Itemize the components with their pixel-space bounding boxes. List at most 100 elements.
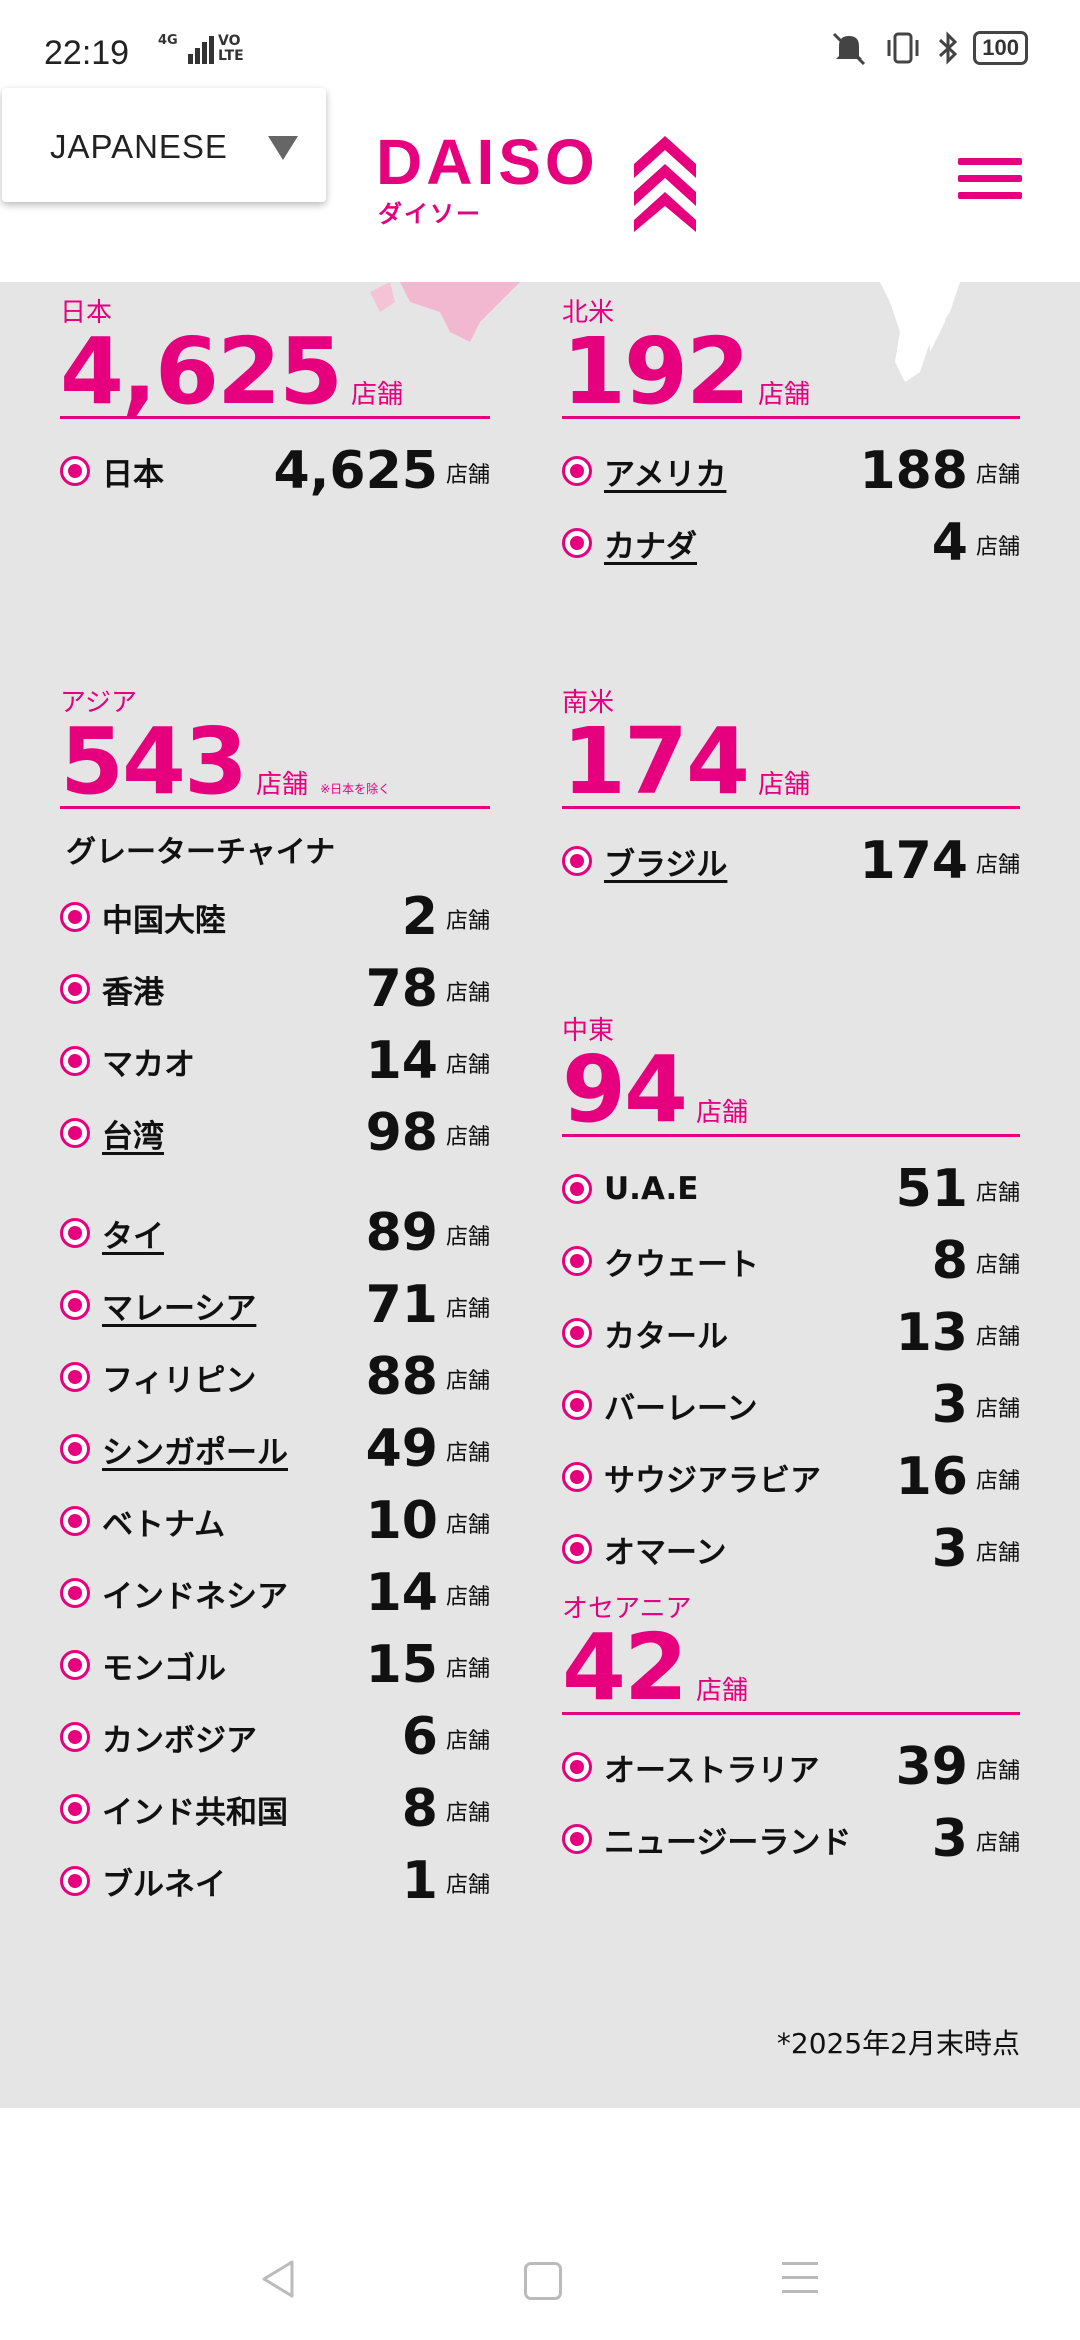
country-row[interactable]: アメリカ 188 店舗 bbox=[562, 435, 1020, 507]
store-unit: 店舗 bbox=[446, 1579, 490, 1611]
bullet-icon bbox=[60, 1434, 90, 1464]
region-block: アジア 543 店舗 ※日本を除く グレーターチャイナ 中国大陸 2 店舗 香港 78 店舗 マカオ 1… bbox=[60, 688, 490, 1917]
vibrate-icon bbox=[883, 30, 923, 66]
bullet-icon bbox=[60, 1578, 90, 1608]
region-total-unit: 店舗 bbox=[351, 374, 403, 411]
country-name: 中国大陸 bbox=[102, 895, 402, 940]
bullet-icon bbox=[562, 1534, 592, 1564]
store-count: 14 bbox=[366, 1035, 438, 1087]
bullet-icon bbox=[60, 1362, 90, 1392]
store-unit: 店舗 bbox=[976, 1825, 1020, 1857]
country-row: 日本 4,625 店舗 bbox=[60, 435, 490, 507]
signal-icon bbox=[188, 36, 216, 66]
region-total: 4,625 店舗 bbox=[60, 328, 490, 419]
region-block: 南米 174 店舗 ブラジル 174 店舗 bbox=[562, 688, 1020, 897]
store-count: 13 bbox=[896, 1307, 968, 1359]
store-unit: 店舗 bbox=[446, 1119, 490, 1151]
bullet-icon bbox=[60, 1794, 90, 1824]
country-row: サウジアラビア 16 店舗 bbox=[562, 1441, 1020, 1513]
back-icon[interactable] bbox=[258, 2258, 298, 2300]
hamburger-menu-button[interactable] bbox=[958, 158, 1022, 208]
recent-apps-bar bbox=[782, 2290, 818, 2293]
country-row[interactable]: カナダ 4 店舗 bbox=[562, 507, 1020, 579]
region-total-unit: 店舗 bbox=[696, 1670, 748, 1707]
country-row: フィリピン 88 店舗 bbox=[60, 1341, 490, 1413]
country-row: インドネシア 14 店舗 bbox=[60, 1557, 490, 1629]
country-link[interactable]: アメリカ bbox=[604, 449, 859, 494]
country-row: ニュージーランド 3 店舗 bbox=[562, 1803, 1020, 1875]
store-unit: 店舗 bbox=[976, 529, 1020, 561]
store-unit: 店舗 bbox=[446, 1291, 490, 1323]
bullet-icon bbox=[60, 902, 90, 932]
store-count: 2 bbox=[402, 891, 438, 943]
bluetooth-icon bbox=[937, 30, 959, 66]
store-count: 89 bbox=[366, 1207, 438, 1259]
store-unit: 店舗 bbox=[446, 1651, 490, 1683]
country-row: ブルネイ 1 店舗 bbox=[60, 1845, 490, 1917]
daiso-logo-kana: ダイソー bbox=[378, 194, 482, 229]
country-name: U.A.E bbox=[604, 1171, 896, 1207]
store-count: 10 bbox=[366, 1495, 438, 1547]
country-name: ニュージーランド bbox=[604, 1817, 932, 1862]
store-unit: 店舗 bbox=[446, 1867, 490, 1899]
system-nav-bar bbox=[0, 2108, 1080, 2340]
store-count: 4 bbox=[932, 517, 968, 569]
region-total-unit: 店舗 bbox=[696, 1092, 748, 1129]
store-unit: 店舗 bbox=[976, 1463, 1020, 1495]
language-select-label: JAPANESE bbox=[50, 128, 228, 166]
store-unit: 店舗 bbox=[976, 457, 1020, 489]
country-row[interactable]: マレーシア 71 店舗 bbox=[60, 1269, 490, 1341]
store-count: 78 bbox=[366, 963, 438, 1015]
region-total: 42 店舗 bbox=[562, 1624, 1020, 1715]
region-name: 北米 bbox=[562, 298, 1020, 328]
region-block: 日本 4,625 店舗 日本 4,625 店舗 bbox=[60, 298, 490, 507]
store-unit: 店舗 bbox=[446, 1219, 490, 1251]
bullet-icon bbox=[60, 456, 90, 486]
country-row[interactable]: 台湾 98 店舗 bbox=[60, 1097, 490, 1169]
country-name: 香港 bbox=[102, 967, 366, 1012]
country-link[interactable]: シンガポール bbox=[102, 1427, 366, 1472]
country-name: バーレーン bbox=[604, 1383, 932, 1428]
bullet-icon bbox=[60, 1118, 90, 1148]
country-name: インド共和国 bbox=[102, 1787, 402, 1832]
country-link[interactable]: マレーシア bbox=[102, 1283, 366, 1328]
bullet-icon bbox=[562, 846, 592, 876]
country-row[interactable]: タイ 89 店舗 bbox=[60, 1197, 490, 1269]
country-link[interactable]: 台湾 bbox=[102, 1111, 366, 1156]
country-name: クウェート bbox=[604, 1239, 932, 1284]
region-block: 中東 94 店舗 U.A.E 51 店舗 クウェート 8 店舗 カタール 13 店舗 バーレーン 3 店舗サ… bbox=[562, 1016, 1020, 1585]
region-total-count: 174 bbox=[562, 718, 748, 806]
country-link[interactable]: ブラジル bbox=[604, 839, 859, 884]
bullet-icon bbox=[562, 1390, 592, 1420]
menu-icon-bar bbox=[958, 192, 1022, 199]
daiso-logo[interactable]: DAISO bbox=[376, 130, 599, 194]
country-row: 中国大陸 2 店舗 bbox=[60, 881, 490, 953]
bullet-icon bbox=[562, 1174, 592, 1204]
home-icon[interactable] bbox=[524, 2262, 562, 2300]
region-total: 94 店舗 bbox=[562, 1046, 1020, 1137]
country-link[interactable]: タイ bbox=[102, 1211, 366, 1256]
bullet-icon bbox=[562, 1824, 592, 1854]
region-total-note: ※日本を除く bbox=[320, 780, 390, 797]
region-total-unit: 店舗 bbox=[758, 374, 810, 411]
network-type: 4G bbox=[158, 34, 178, 47]
store-count: 16 bbox=[896, 1451, 968, 1503]
country-row: 香港 78 店舗 bbox=[60, 953, 490, 1025]
country-link[interactable]: カナダ bbox=[604, 521, 932, 566]
country-name: オーストラリア bbox=[604, 1745, 896, 1790]
bullet-icon bbox=[562, 456, 592, 486]
bullet-icon bbox=[60, 1046, 90, 1076]
country-row[interactable]: シンガポール 49 店舗 bbox=[60, 1413, 490, 1485]
group-spacer bbox=[60, 1169, 490, 1197]
status-bar: 22:19 4G VO LTE 100 bbox=[0, 0, 1080, 90]
bullet-icon bbox=[562, 1462, 592, 1492]
country-row[interactable]: ブラジル 174 店舗 bbox=[562, 825, 1020, 897]
language-select[interactable]: JAPANESE bbox=[2, 88, 326, 202]
store-count: 188 bbox=[859, 445, 968, 497]
recent-apps-icon[interactable] bbox=[782, 2262, 818, 2304]
store-unit: 店舗 bbox=[976, 1391, 1020, 1423]
store-unit: 店舗 bbox=[446, 903, 490, 935]
menu-icon bbox=[958, 158, 1022, 165]
country-name: 日本 bbox=[102, 449, 274, 494]
store-count: 3 bbox=[932, 1379, 968, 1431]
